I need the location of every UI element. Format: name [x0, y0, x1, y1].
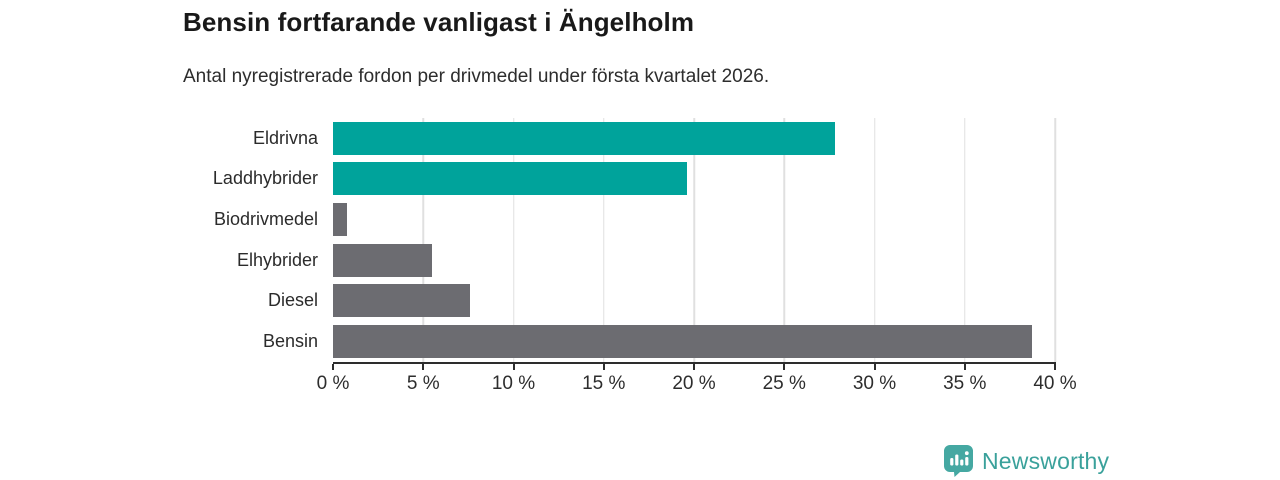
x-tick-label-40: 40 %: [1033, 373, 1077, 394]
bar-row-laddhybrider: [333, 159, 1055, 200]
bar-rows: [333, 118, 1055, 362]
category-label-diesel: Diesel: [267, 290, 318, 311]
bar-row-diesel: [333, 281, 1055, 322]
x-tick-label-15: 15 %: [582, 373, 626, 394]
x-tick-label-35: 35 %: [943, 373, 987, 394]
x-tick-15: [602, 364, 605, 370]
bar-row-elhybrider: [333, 240, 1055, 281]
category-label-elhybrider: Elhybrider: [236, 249, 318, 270]
x-tick-label-5: 5 %: [406, 373, 440, 394]
category-label-bensin: Bensin: [262, 331, 318, 352]
x-tick-label-10: 10 %: [491, 373, 536, 394]
x-tick-5: [422, 364, 425, 370]
bar-row-biodrivmedel: [333, 199, 1055, 240]
bar-eldrivna: [333, 121, 835, 155]
gridline-20: [693, 118, 695, 362]
gridline-10: [512, 118, 515, 362]
newsworthy-icon: [944, 445, 973, 477]
x-tick-20: [693, 364, 695, 370]
bar-diesel: [333, 284, 471, 318]
newsworthy-logo: Newsworthy: [944, 445, 1109, 477]
gridline-5: [422, 118, 424, 362]
gridline-35: [964, 118, 966, 362]
gridline-15: [603, 118, 605, 362]
category-label-eldrivna: Eldrivna: [252, 127, 318, 148]
bar-row-eldrivna: [333, 118, 1055, 159]
x-tick-30: [873, 364, 876, 370]
bar-row-bensin: [333, 321, 1055, 362]
gridline-30: [873, 118, 876, 362]
gridline-40: [1054, 118, 1056, 362]
x-tick-label-25: 25 %: [762, 373, 806, 394]
category-label-biodrivmedel: Biodrivmedel: [213, 209, 318, 230]
x-tick-label-20: 20 %: [672, 373, 716, 394]
x-tick-10: [512, 364, 515, 370]
x-axis-line: [332, 362, 1056, 370]
bar-bensin: [333, 325, 1032, 359]
x-tick-25: [783, 364, 786, 370]
x-tick-label-0: 0 %: [316, 373, 350, 394]
bar-elhybrider: [333, 243, 433, 277]
x-tick-35: [963, 364, 966, 370]
chart-title: Bensin fortfarande vanligast i Ängelholm: [183, 7, 695, 37]
newsworthy-wordmark: Newsworthy: [982, 447, 1110, 474]
gridline-25: [783, 118, 785, 362]
bar-chart-plot: [333, 118, 1056, 362]
category-label-laddhybrider: Laddhybrider: [212, 168, 318, 189]
x-tick-40: [1054, 364, 1056, 370]
x-axis-tick-labels: 0 % 5 % 10 % 15 % 20 % 25 % 30 % 35 % 40 %: [317, 373, 1077, 397]
y-axis-labels: Eldrivna Laddhybrider Biodrivmedel Elhybrid…: [0, 118, 318, 362]
bar-biodrivmedel: [333, 203, 348, 237]
x-tick-0: [332, 364, 334, 370]
bar-laddhybrider: [333, 162, 687, 196]
chart-subtitle: Antal nyregistrerade fordon per drivmede…: [183, 66, 770, 87]
x-tick-label-30: 30 %: [852, 373, 897, 394]
